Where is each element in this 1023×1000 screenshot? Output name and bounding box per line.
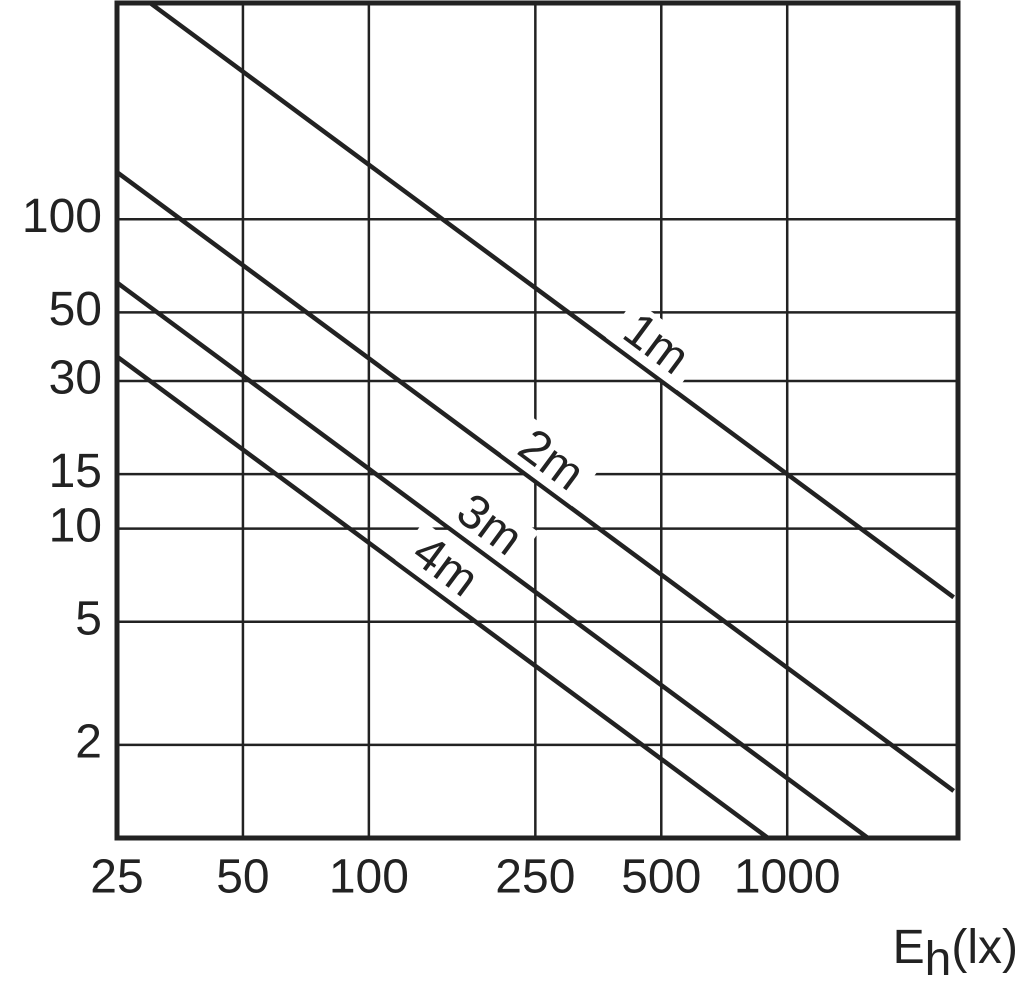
x-tick-label: 100 (329, 851, 409, 904)
line-label-bg (606, 299, 706, 391)
x-label-sub: h (925, 933, 952, 986)
line-label-group: 2m (501, 415, 601, 507)
x-tick-label: 500 (621, 851, 701, 904)
y-tick-label: 10 (49, 499, 102, 552)
x-label-main: E (893, 921, 925, 974)
line-label-bg (395, 521, 495, 613)
x-tick-label: 50 (216, 851, 269, 904)
x-tick-label: 1000 (734, 851, 841, 904)
grid (115, 3, 958, 838)
y-tick-label: 100 (22, 190, 102, 243)
y-tick-label: 2 (75, 716, 102, 769)
line-label-group: 1m (606, 299, 706, 391)
series-line (148, 1, 956, 600)
series-line (115, 280, 870, 840)
x-tick-label: 25 (90, 851, 143, 904)
line-label-bg (439, 480, 539, 571)
line-label-bg (501, 415, 601, 507)
series-line (115, 170, 956, 793)
series-line (115, 354, 770, 840)
x-label-unit: (lx) (951, 921, 1018, 974)
x-axis-label: Eh(lx) (893, 921, 1018, 986)
x-tick-label: 250 (495, 851, 575, 904)
y-tick-label: 30 (49, 352, 102, 405)
plot-frame (114, 0, 961, 841)
y-tick-label: 50 (49, 283, 102, 336)
y-tick-label: 15 (49, 445, 102, 498)
y-tick-label: 5 (75, 592, 102, 645)
